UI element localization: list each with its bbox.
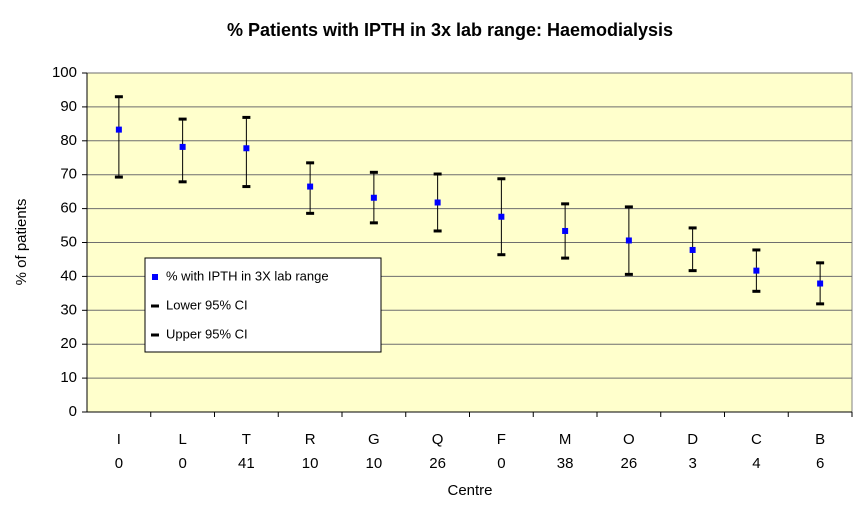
y-tick-label: 40: [60, 267, 77, 284]
point: [434, 199, 441, 206]
legend-label: % with IPTH in 3X lab range: [166, 268, 329, 283]
point: [625, 237, 632, 244]
y-tick-label: 10: [60, 369, 77, 386]
x-tick-label: I: [117, 431, 121, 448]
x-tick-count: 26: [429, 455, 446, 472]
y-tick-label: 30: [60, 301, 77, 318]
ci-cap: [816, 302, 825, 306]
ci-cap: [178, 180, 187, 184]
ci-cap: [624, 272, 633, 276]
y-tick-label: 50: [60, 233, 77, 250]
x-tick-count: 0: [178, 455, 186, 472]
legend-label: Lower 95% CI: [166, 297, 248, 312]
x-tick-count: 4: [752, 455, 760, 472]
x-tick-label: O: [623, 431, 635, 448]
ci-cap: [242, 185, 251, 189]
x-tick-count: 0: [497, 455, 505, 472]
y-axis-label: % of patients: [13, 199, 30, 286]
point: [115, 126, 122, 133]
ci-cap: [433, 172, 442, 176]
x-tick-count: 6: [816, 455, 824, 472]
ci-cap: [816, 261, 825, 265]
y-tick-label: 70: [60, 166, 77, 183]
x-tick-count: 10: [366, 455, 383, 472]
legend-marker: [151, 333, 159, 337]
point: [689, 246, 696, 253]
x-tick-label: R: [305, 431, 316, 448]
ci-cap: [114, 95, 123, 99]
ci-cap: [752, 248, 761, 252]
legend-label: Upper 95% CI: [166, 326, 248, 341]
point: [817, 280, 824, 287]
x-tick-label: C: [751, 431, 762, 448]
ci-cap: [561, 256, 570, 260]
x-tick-label: G: [368, 431, 380, 448]
x-axis-label: Centre: [447, 482, 492, 499]
x-tick-count: 0: [115, 455, 123, 472]
legend: [144, 257, 382, 353]
legend-marker: [152, 274, 158, 280]
ci-cap: [624, 205, 633, 209]
x-tick-label: T: [242, 431, 251, 448]
point: [562, 227, 569, 234]
x-tick-count: 3: [688, 455, 696, 472]
ci-cap: [369, 170, 378, 174]
ci-cap: [242, 115, 251, 119]
ci-cap: [306, 211, 315, 215]
point: [307, 183, 314, 190]
y-tick-label: 80: [60, 132, 77, 149]
ci-cap: [561, 202, 570, 206]
x-tick-label: Q: [432, 431, 444, 448]
ci-cap: [497, 253, 506, 257]
point: [179, 143, 186, 150]
x-tick-label: F: [497, 431, 506, 448]
ci-cap: [369, 221, 378, 225]
y-tick-label: 90: [60, 98, 77, 115]
x-tick-label: D: [687, 431, 698, 448]
x-tick-label: L: [178, 431, 186, 448]
ci-cap: [306, 161, 315, 165]
y-tick-label: 20: [60, 335, 77, 352]
point: [753, 267, 760, 274]
x-tick-count: 41: [238, 455, 255, 472]
ci-cap: [752, 289, 761, 293]
x-tick-count: 38: [557, 455, 574, 472]
y-tick-label: 60: [60, 200, 77, 217]
y-tick-label: 100: [52, 64, 77, 81]
x-tick-count: 26: [621, 455, 638, 472]
x-tick-label: B: [815, 431, 825, 448]
ci-cap: [688, 226, 697, 230]
y-tick-label: 0: [69, 403, 77, 420]
ci-cap: [688, 269, 697, 273]
point: [243, 145, 250, 152]
point: [498, 213, 505, 220]
x-tick-count: 10: [302, 455, 319, 472]
legend-marker: [151, 304, 159, 308]
chart-title: % Patients with IPTH in 3x lab range: Ha…: [227, 20, 673, 40]
ci-cap: [114, 175, 123, 179]
ci-cap: [178, 117, 187, 121]
x-tick-label: M: [559, 431, 572, 448]
ci-cap: [497, 177, 506, 181]
point: [370, 194, 377, 201]
ci-cap: [433, 229, 442, 233]
